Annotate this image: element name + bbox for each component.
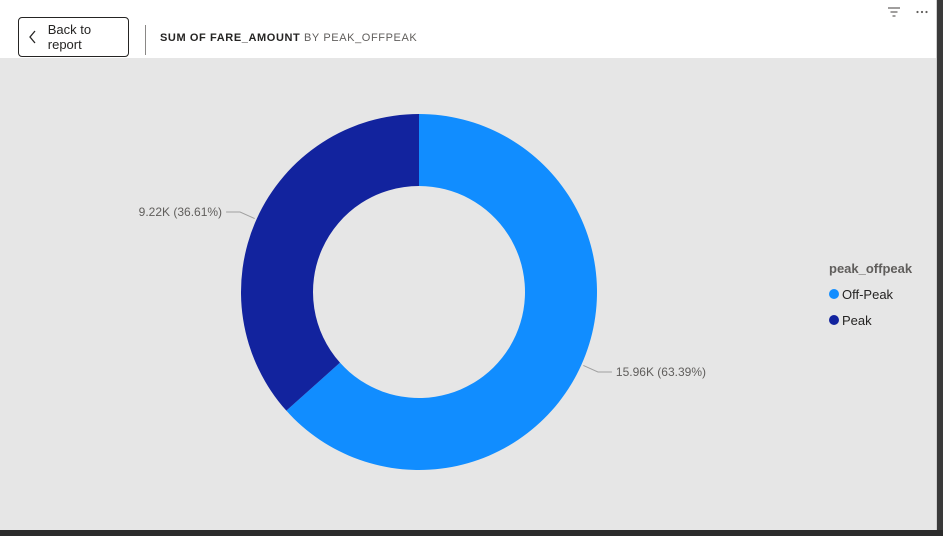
legend-label-peak: Peak xyxy=(842,312,872,328)
donut-slice-off-peak[interactable] xyxy=(286,114,598,471)
legend-label-off-peak: Off-Peak xyxy=(842,286,894,302)
data-label-off-peak: 15.96K (63.39%) xyxy=(616,365,706,379)
visual-title-measure: SUM OF FARE_AMOUNT xyxy=(160,32,301,44)
legend-title: peak_offpeak xyxy=(829,261,913,276)
legend-marker-off-peak xyxy=(829,289,839,299)
window-bottom-edge xyxy=(0,530,943,536)
header-divider xyxy=(145,25,146,55)
data-label-peak: 9.22K (36.61%) xyxy=(139,205,222,219)
back-to-report-button[interactable]: Back to report xyxy=(18,17,129,57)
chevron-left-icon xyxy=(19,30,47,44)
header-bar: Back to report SUM OF FARE_AMOUNT BY PEA… xyxy=(0,0,936,58)
more-options-icon[interactable] xyxy=(915,4,929,16)
legend: peak_offpeak Off-Peak Peak xyxy=(829,261,912,333)
legend-item-off-peak[interactable]: Off-Peak xyxy=(829,281,912,307)
leader-line-0 xyxy=(583,365,612,373)
legend-item-peak[interactable]: Peak xyxy=(829,307,912,333)
legend-marker-peak xyxy=(829,315,839,325)
leader-line-1 xyxy=(226,211,255,219)
visual-title-group: BY PEAK_OFFPEAK xyxy=(304,32,418,44)
donut-chart: 15.96K (63.39%) 9.22K (36.61%) xyxy=(139,114,706,471)
filter-icon[interactable] xyxy=(887,5,901,17)
donut-slice-peak[interactable] xyxy=(241,114,419,411)
back-to-report-label: Back to report xyxy=(47,22,92,52)
